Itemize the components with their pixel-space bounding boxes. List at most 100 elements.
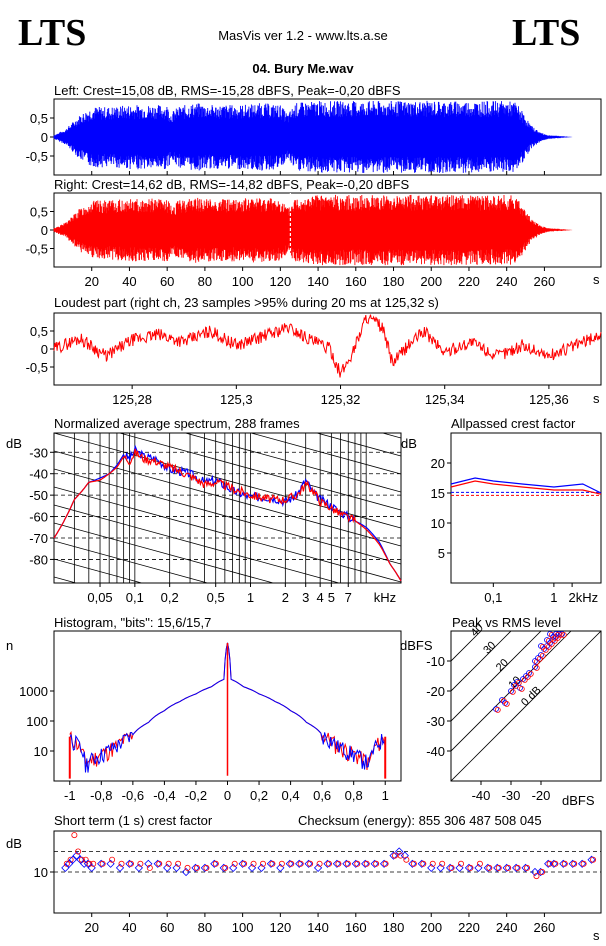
crest-short-point-right xyxy=(382,860,389,867)
crest-short-xtick-label: 220 xyxy=(458,920,480,935)
pvr-point-right xyxy=(545,644,552,650)
spectrum-ytick-label: -80 xyxy=(29,552,48,567)
checksum-label: Checksum (energy): 855 306 487 508 045 xyxy=(298,813,542,828)
spectrum-slope-line xyxy=(54,540,209,583)
right-ytick-label: 0 xyxy=(41,223,48,238)
crest-short-point-right xyxy=(146,864,153,871)
spectrum-right-line xyxy=(53,448,402,582)
histogram-xtick-label: 0,8 xyxy=(345,788,363,803)
crest-short-point-right xyxy=(403,856,410,863)
crest-short-point-left xyxy=(568,859,577,868)
allpassed-xtick-label: 2 xyxy=(568,590,575,605)
crest-short-point-right xyxy=(288,860,295,867)
histogram-xtick-label: 0 xyxy=(224,788,231,803)
spectrum-ytick-label: -50 xyxy=(29,488,48,503)
pvr-point-right xyxy=(539,653,546,659)
crest-short-point-left xyxy=(483,863,492,873)
spectrum-plot: -30 -40 -50 -60 -70 -80 0,05 0,1 0,2 0,5 1 2 3 4 5 7 kHz xyxy=(29,432,402,605)
pvr-crest-line xyxy=(451,631,601,781)
histogram-ytick-label: 100 xyxy=(26,714,48,729)
spectrum-y-unit: dB xyxy=(6,436,22,451)
right-xtick-label: 140 xyxy=(307,274,329,289)
right-xtick-label: 20 xyxy=(84,274,98,289)
crest-short-point-right xyxy=(316,860,323,867)
histogram-xtick-label: 0,2 xyxy=(250,788,268,803)
crest-short-point-right xyxy=(495,864,502,871)
loudest-xtick-label: 125,28 xyxy=(112,392,152,407)
crest-short-point-right xyxy=(222,864,229,871)
left-waveform-plot: 0,5 0 -0,5 xyxy=(26,98,602,176)
crest-short-point-left xyxy=(417,859,426,868)
spectrum-xtick-label: 0,05 xyxy=(87,590,112,605)
crest-short-point-right xyxy=(269,860,276,867)
crest-short-point-left xyxy=(342,859,351,868)
right-xtick-label: 240 xyxy=(496,274,518,289)
right-channel-title: Right: Crest=14,62 dB, RMS=-14,82 dBFS, … xyxy=(54,177,409,192)
crest-short-point-right xyxy=(156,860,163,867)
allpassed-y-unit: dB xyxy=(401,436,417,451)
crest-short-point-left xyxy=(408,859,417,868)
right-xtick-label: 160 xyxy=(345,274,367,289)
crest-short-point-right xyxy=(429,860,436,867)
pvr-point-right xyxy=(533,665,540,671)
crest-short-point-right xyxy=(552,860,559,867)
crest-short-point-right xyxy=(184,864,191,871)
file-title: 04. Bury Me.wav xyxy=(252,61,354,76)
crest-short-x-unit: s xyxy=(593,928,600,943)
crest-short-point-left xyxy=(125,859,134,868)
crest-short-point-right xyxy=(476,860,483,867)
crest-short-point-right xyxy=(175,860,182,867)
crest-short-ytick-label: 10 xyxy=(34,865,48,880)
peak-rms-title: Peak vs RMS level xyxy=(452,615,561,630)
histogram-xtick-label: 0,6 xyxy=(313,788,331,803)
loudest-ytick-label: 0,5 xyxy=(30,324,48,339)
spectrum-xtick-label: 1 xyxy=(247,590,254,605)
spectrum-xtick-label: 2 xyxy=(282,590,289,605)
loudest-xtick-label: 125,32 xyxy=(321,392,361,407)
crest-short-point-left xyxy=(464,863,474,873)
crest-short-title: Short term (1 s) crest factor xyxy=(54,813,213,828)
left-ytick-label: -0,5 xyxy=(26,149,48,164)
crest-short-point-right xyxy=(561,860,568,867)
right-xtick-label: 60 xyxy=(160,274,174,289)
crest-short-xtick-label: 100 xyxy=(232,920,254,935)
pvr-point-right xyxy=(527,671,534,677)
right-ytick-label: 0,5 xyxy=(30,205,48,220)
loudest-part-plot: 0,5 0 -0,5 125,28 125,3 125,32 125,34 125,36 xyxy=(26,312,602,407)
histogram-left-line xyxy=(69,642,386,773)
crest-short-point-left xyxy=(238,859,247,868)
crest-short-point-right xyxy=(75,848,82,855)
crest-short-point-right xyxy=(571,860,578,867)
crest-short-point-right xyxy=(533,873,540,880)
spectrum-xtick-label: 0,5 xyxy=(207,590,225,605)
allpassed-right-line xyxy=(450,480,602,495)
pvr-crest-line xyxy=(451,631,572,752)
crest-short-point-right xyxy=(505,864,512,871)
pvr-frame xyxy=(450,630,602,782)
spectrum-slope-line xyxy=(54,486,401,583)
crest-short-point-right xyxy=(193,864,200,871)
pvr-crest-label: 20 xyxy=(494,657,511,674)
allpassed-ytick-label: 5 xyxy=(438,546,445,561)
crest-short-point-left xyxy=(521,863,530,873)
pvr-crest-lines xyxy=(451,631,601,781)
crest-short-point-left xyxy=(370,859,379,868)
crest-short-point-left xyxy=(219,863,228,873)
left-channel-title: Left: Crest=15,08 dB, RMS=-15,28 dBFS, P… xyxy=(54,83,401,98)
loudest-series-line xyxy=(53,314,602,378)
loudest-part-title: Loudest part (right ch, 23 samples >95% … xyxy=(54,295,439,310)
allpassed-frame xyxy=(450,432,602,584)
crest-short-point-right xyxy=(363,860,370,867)
crest-short-point-right xyxy=(458,860,465,867)
crest-short-point-right xyxy=(231,860,238,867)
short-term-crest-plot: 10 20 40 60 80 100 120 140 160 180 200 220 240 260 xyxy=(34,830,602,935)
pvr-point-right xyxy=(542,647,549,653)
crest-short-xtick-label: 160 xyxy=(345,920,367,935)
loudest-xtick-label: 125,3 xyxy=(220,392,253,407)
crest-short-point-right xyxy=(109,856,116,863)
crest-short-point-right xyxy=(325,860,332,867)
crest-short-point-right xyxy=(335,860,342,867)
crest-short-point-right xyxy=(539,869,546,876)
pvr-point-right xyxy=(494,707,501,713)
